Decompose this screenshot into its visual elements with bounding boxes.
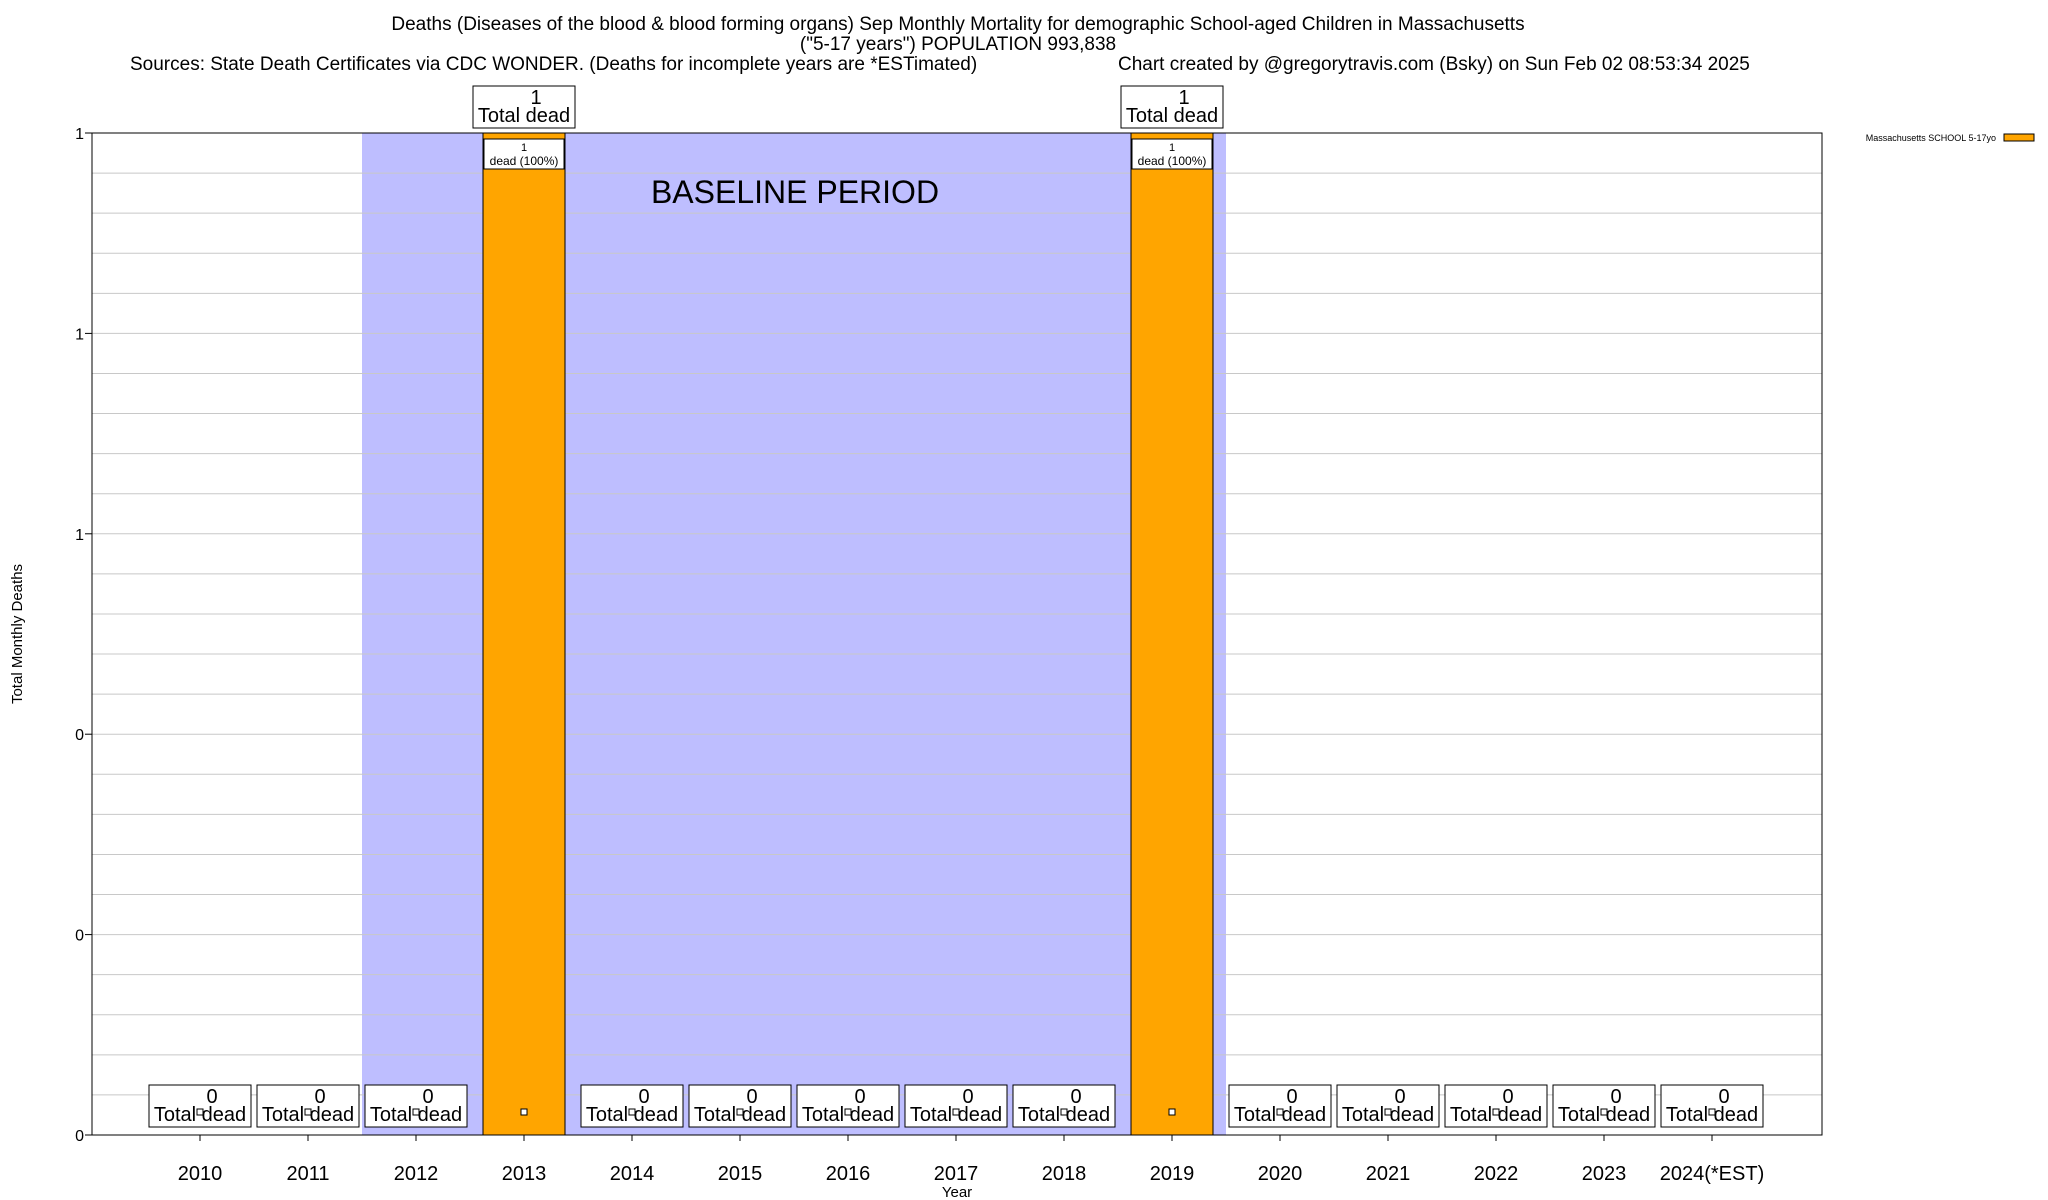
- total-dead-box: [1120, 85, 1224, 129]
- x-marker: [196, 1108, 204, 1116]
- x-marker: [844, 1108, 852, 1116]
- x-marker: [1060, 1108, 1068, 1116]
- total-dead-value: 0: [1502, 1086, 1513, 1108]
- x-marker: [520, 1108, 528, 1116]
- x-tick-label: 2015: [718, 1163, 763, 1185]
- total-dead-box: [1012, 1084, 1116, 1128]
- y-tick-label: 0: [75, 928, 84, 945]
- total-dead-value: 0: [746, 1086, 757, 1108]
- baseline-period-label: BASELINE PERIOD: [651, 174, 939, 210]
- total-dead-text: Total dead: [478, 105, 570, 127]
- chart-sources: Sources: State Death Certificates via CD…: [130, 54, 978, 75]
- total-dead-value: 0: [854, 1086, 865, 1108]
- x-tick-label: 2021: [1366, 1163, 1411, 1185]
- total-dead-box: [472, 85, 576, 129]
- total-dead-value: 0: [206, 1086, 217, 1108]
- total-dead-box: [364, 1084, 468, 1128]
- x-marker: [952, 1108, 960, 1116]
- x-tick-label: 2018: [1042, 1163, 1087, 1185]
- total-dead-box: [1336, 1084, 1440, 1128]
- chart-title-line1: Deaths (Diseases of the blood & blood fo…: [391, 14, 1525, 35]
- x-marker: [1492, 1108, 1500, 1116]
- x-marker: [412, 1108, 420, 1116]
- total-dead-box: [580, 1084, 684, 1128]
- y-tick-label: 1: [75, 126, 84, 143]
- y-tick-label: 0: [75, 1128, 84, 1145]
- total-dead-value: 0: [1070, 1086, 1081, 1108]
- x-marker: [1276, 1108, 1284, 1116]
- x-tick-label: 2019: [1150, 1163, 1195, 1185]
- chart-title-line2: ("5-17 years") POPULATION 993,838: [799, 34, 1117, 55]
- y-tick-label: 0: [75, 727, 84, 744]
- x-tick-label: 2016: [826, 1163, 871, 1185]
- total-dead-box: [904, 1084, 1008, 1128]
- x-tick-label: 2024(*EST): [1660, 1163, 1765, 1185]
- total-dead-value: 0: [1718, 1086, 1729, 1108]
- total-dead-value: 0: [638, 1086, 649, 1108]
- total-dead-value: 1: [1178, 87, 1189, 109]
- x-marker: [628, 1108, 636, 1116]
- x-tick-label: 2022: [1474, 1163, 1519, 1185]
- legend-label: Massachusetts SCHOOL 5-17yo: [1866, 133, 1996, 143]
- segment-label-value: 1: [1169, 142, 1175, 154]
- y-axis-label: Total Monthly Deaths: [9, 564, 26, 704]
- segment-label-text: dead (100%): [1138, 154, 1207, 168]
- total-dead-box: [256, 1084, 360, 1128]
- total-dead-value: 0: [1394, 1086, 1405, 1108]
- total-dead-box: [1228, 1084, 1332, 1128]
- legend-swatch: [2003, 133, 2035, 142]
- x-marker: [1600, 1108, 1608, 1116]
- total-dead-box: [796, 1084, 900, 1128]
- y-tick-label: 1: [75, 326, 84, 343]
- x-tick-label: 2020: [1258, 1163, 1303, 1185]
- total-dead-value: 0: [1286, 1086, 1297, 1108]
- x-tick-label: 2012: [394, 1163, 439, 1185]
- bar-2013: [482, 132, 566, 1136]
- total-dead-value: 0: [422, 1086, 433, 1108]
- x-tick-label: 2014: [610, 1163, 655, 1185]
- chart-credit: Chart created by @gregorytravis.com (Bsk…: [1118, 54, 1750, 75]
- x-marker: [736, 1108, 744, 1116]
- plot-frame: [91, 132, 1823, 1136]
- total-dead-value: 0: [314, 1086, 325, 1108]
- x-axis-label: Year: [942, 1184, 972, 1200]
- segment-label-box: [483, 138, 565, 170]
- segment-label-box: [1131, 138, 1213, 170]
- total-dead-box: [1444, 1084, 1548, 1128]
- x-tick-label: 2011: [286, 1163, 329, 1185]
- total-dead-box: [1660, 1084, 1764, 1128]
- total-dead-box: [688, 1084, 792, 1128]
- x-marker: [304, 1108, 312, 1116]
- x-marker: [1708, 1108, 1716, 1116]
- x-tick-label: 2010: [178, 1163, 223, 1185]
- x-marker: [1384, 1108, 1392, 1116]
- total-dead-text: Total dead: [1126, 105, 1218, 127]
- y-tick-label: 1: [75, 527, 84, 544]
- x-tick-label: 2023: [1582, 1163, 1627, 1185]
- total-dead-value: 1: [530, 87, 541, 109]
- x-marker: [1168, 1108, 1176, 1116]
- segment-label-text: dead (100%): [490, 154, 559, 168]
- segment-label-value: 1: [521, 142, 527, 154]
- total-dead-value: 0: [1610, 1086, 1621, 1108]
- bar-2019: [1130, 132, 1214, 1136]
- total-dead-value: 0: [962, 1086, 973, 1108]
- total-dead-box: [148, 1084, 252, 1128]
- total-dead-box: [1552, 1084, 1656, 1128]
- x-tick-label: 2017: [934, 1163, 979, 1185]
- x-tick-label: 2013: [502, 1163, 547, 1185]
